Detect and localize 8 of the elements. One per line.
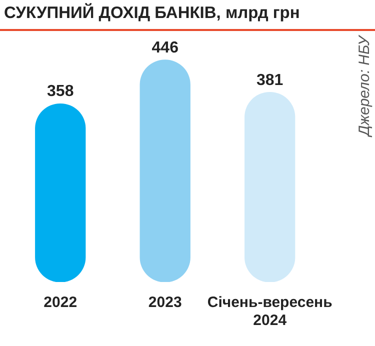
x-tick-label: 2022 (44, 294, 78, 312)
text: Джерело: НБУ (356, 36, 373, 136)
chart-title: СУКУПНИЙ ДОХІД БАНКІВ, млрд грн (4, 4, 300, 23)
data-label: 446 (152, 39, 179, 56)
data-label: 381 (256, 72, 284, 89)
data-label: 358 (47, 83, 74, 100)
x-tick-label: Січень-вересень 2024 (207, 294, 332, 330)
x-tick-label: 2023 (148, 294, 182, 312)
